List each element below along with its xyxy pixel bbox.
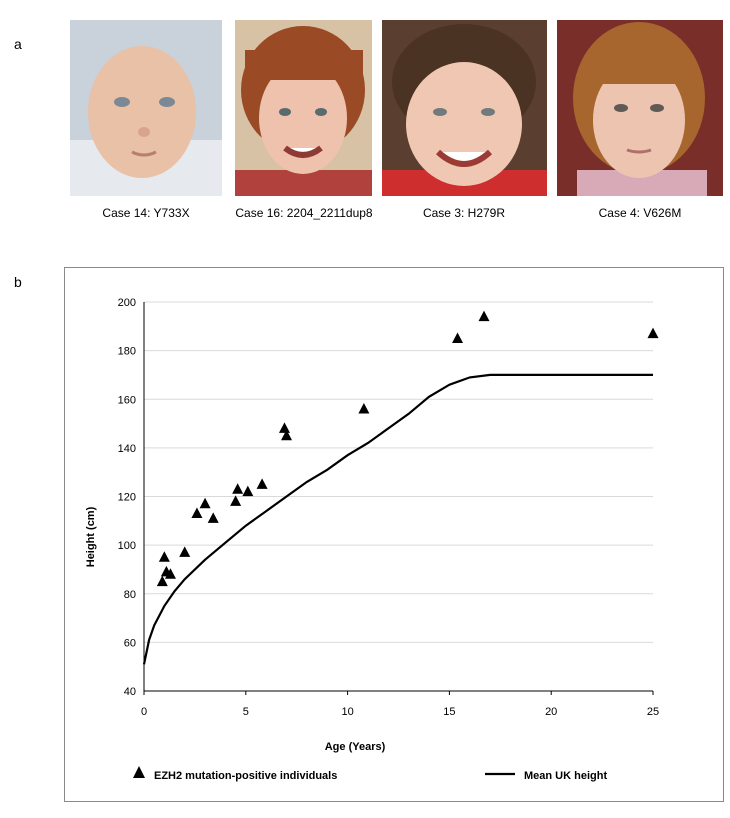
photo-case-3 [382,20,547,196]
y-tick-label: 80 [124,589,136,601]
photo-case-4 [557,20,723,196]
mean-uk-height-line [142,373,653,665]
axes [143,302,654,695]
photo-caption: Case 4: V626M [598,206,682,220]
data-point-triangle [281,429,293,441]
x-tick-label: 25 [647,706,659,718]
data-point-triangle [242,485,254,497]
height-chart: 40 60 80 100 120 140 160 180 200 0 5 10 15 20 25 Age (… [85,297,659,782]
data-point-triangle [278,422,290,433]
data-point-triangle [452,332,464,343]
legend-label-mean-uk: Mean UK height [524,770,607,782]
x-tick-label: 10 [341,706,353,718]
y-tick-label: 200 [118,297,136,309]
panel-label-b: b [14,274,22,290]
y-tick-label: 180 [118,346,136,358]
photo-caption: Case 16: 2204_2211dup8 [235,206,373,220]
data-point-triangle [156,575,168,587]
photo-caption: Case 14: Y733X [102,206,190,220]
x-axis-title: Age (Years) [325,741,386,753]
chart-frame: 40 60 80 100 120 140 160 180 200 0 5 10 15 20 25 Age (… [64,267,724,802]
y-tick-label: 60 [124,637,136,649]
y-axis-title: Height (cm) [85,506,97,567]
legend-label-ezh2: EZH2 mutation-positive individuals [154,770,337,782]
data-point-triangle [191,507,203,519]
data-point-triangle [358,402,370,414]
data-point-triangle [158,551,170,562]
photo-case-14 [70,20,222,196]
y-tick-label: 140 [118,443,136,455]
data-point-triangle [207,512,219,523]
legend-triangle-marker [133,766,145,778]
data-point-triangle [232,483,244,494]
panel-label-a: a [14,36,22,52]
gridlines [144,301,653,643]
data-point-triangle [199,497,211,509]
y-tick-label: 40 [124,686,136,698]
photo-case-16 [235,20,372,196]
y-tick-label: 100 [118,540,136,552]
x-tick-label: 15 [443,706,455,718]
data-point-triangle [478,310,490,322]
data-point-triangle [256,478,268,489]
y-tick-label: 160 [118,394,136,406]
data-point-triangle [164,568,176,579]
x-tick-label: 5 [243,706,249,718]
y-tick-label: 120 [118,492,136,504]
data-point-triangle [179,546,191,557]
data-markers [156,310,659,587]
tick-labels: 40 60 80 100 120 140 160 180 200 0 5 10 15 20 25 [118,297,659,718]
photo-caption: Case 3: H279R [422,206,506,220]
data-point-triangle [230,495,242,506]
x-tick-label: 0 [141,706,147,718]
data-point-triangle [647,327,659,339]
x-tick-label: 20 [545,706,557,718]
